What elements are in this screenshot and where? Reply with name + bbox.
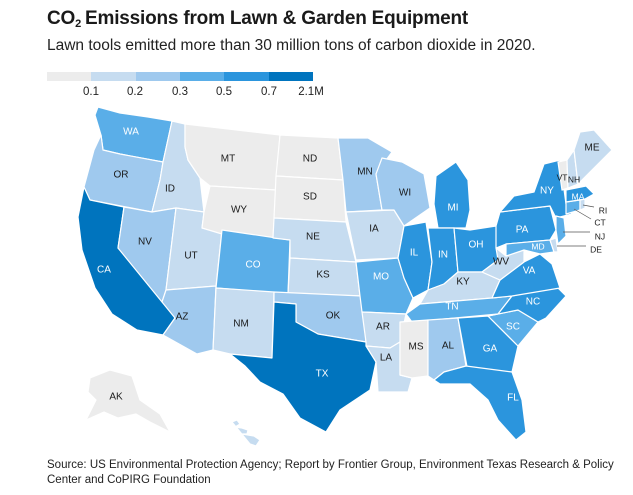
state-MI[interactable] — [433, 161, 471, 229]
state-label-VT: VT — [557, 173, 568, 183]
legend-label: 0.1 — [83, 86, 99, 98]
state-label-TN: TN — [445, 302, 458, 313]
source-note: Source: US Environmental Protection Agen… — [47, 459, 614, 486]
legend-swatch — [47, 72, 92, 81]
state-label-AR: AR — [376, 322, 390, 333]
state-label-ND: ND — [303, 154, 317, 165]
state-label-SC: SC — [506, 322, 520, 333]
state-label-NJ: NJ — [595, 232, 605, 242]
state-label-SD: SD — [303, 192, 317, 203]
state-label-PA: PA — [516, 225, 529, 236]
state-label-TX: TX — [316, 369, 329, 380]
state-label-NC: NC — [526, 297, 540, 308]
state-label-KY: KY — [456, 277, 470, 288]
state-label-RI: RI — [599, 206, 608, 216]
state-label-UT: UT — [184, 251, 197, 262]
state-label-VA: VA — [523, 266, 536, 277]
chart-subtitle: Lawn tools emitted more than 30 million … — [47, 37, 536, 54]
state-label-NE: NE — [306, 232, 320, 243]
state-label-AK: AK — [109, 392, 123, 403]
state-label-OK: OK — [326, 311, 341, 322]
legend-swatch — [135, 72, 180, 81]
state-label-DE: DE — [590, 245, 602, 255]
state-label-AZ: AZ — [176, 312, 189, 323]
state-label-WA: WA — [123, 127, 139, 138]
legend-label: 0.5 — [216, 86, 232, 98]
legend-swatch — [268, 72, 313, 81]
state-ME[interactable] — [573, 129, 613, 185]
legend-label: 0.7 — [261, 86, 277, 98]
state-label-ME: ME — [585, 143, 600, 154]
state-label-IA: IA — [369, 224, 379, 235]
state-label-OH: OH — [469, 240, 484, 251]
state-label-IN: IN — [438, 250, 448, 261]
state-label-MA: MA — [572, 192, 585, 202]
state-label-MD: MD — [531, 242, 544, 252]
state-IA[interactable] — [345, 209, 405, 261]
legend-label: 2.1M — [298, 86, 324, 98]
state-label-MI: MI — [447, 203, 458, 214]
state-label-NV: NV — [138, 237, 152, 248]
state-label-CO: CO — [246, 260, 261, 271]
state-label-MO: MO — [373, 272, 389, 283]
state-DE[interactable] — [549, 237, 559, 253]
state-NJ[interactable] — [555, 215, 567, 245]
state-label-CA: CA — [97, 265, 111, 276]
state-MA[interactable] — [565, 185, 595, 203]
state-label-ID: ID — [165, 184, 175, 195]
state-FL[interactable] — [433, 365, 527, 441]
state-label-MN: MN — [357, 167, 373, 178]
legend-swatch — [224, 72, 269, 81]
state-label-WV: WV — [493, 257, 509, 268]
chart-title: CO2 Emissions from Lawn & Garden Equipmen… — [47, 8, 469, 30]
state-label-MT: MT — [221, 154, 235, 165]
state-label-FL: FL — [507, 393, 519, 404]
state-TX[interactable] — [229, 301, 377, 433]
state-label-CT: CT — [594, 218, 605, 228]
state-label-NY: NY — [540, 186, 554, 197]
legend-swatch — [91, 72, 136, 81]
state-label-LA: LA — [380, 353, 393, 364]
legend-label: 0.2 — [127, 86, 143, 98]
legend-label: 0.3 — [172, 86, 188, 98]
state-label-AL: AL — [442, 341, 455, 352]
state-label-GA: GA — [483, 344, 498, 355]
state-label-OR: OR — [114, 170, 129, 181]
state-label-IL: IL — [410, 248, 419, 259]
legend-swatch — [179, 72, 225, 81]
state-label-MS: MS — [409, 342, 424, 353]
state-label-WY: WY — [231, 205, 247, 216]
state-VA[interactable] — [491, 253, 561, 299]
state-label-KS: KS — [316, 270, 330, 281]
state-AK[interactable] — [85, 369, 171, 433]
state-label-NH: NH — [568, 175, 580, 185]
legend-color-bar — [47, 72, 313, 81]
state-label-WI: WI — [399, 188, 411, 199]
state-GA[interactable] — [457, 315, 519, 373]
state-HI[interactable] — [231, 419, 261, 447]
state-IL[interactable] — [397, 221, 433, 299]
color-legend: 0.1 0.2 0.3 0.5 0.7 2.1M — [47, 72, 324, 102]
state-label-NM: NM — [233, 319, 249, 330]
